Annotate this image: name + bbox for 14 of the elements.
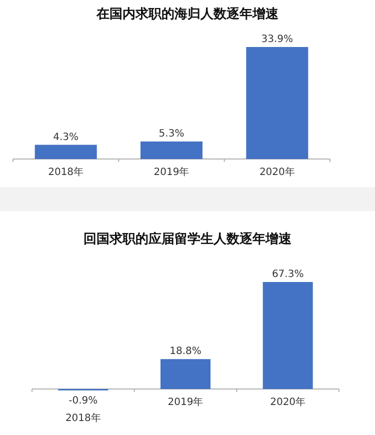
data-label: -0.9% — [68, 395, 98, 406]
data-label: 18.8% — [170, 346, 202, 358]
data-label: 33.9% — [261, 34, 294, 45]
data-label: 4.3% — [53, 132, 79, 143]
chart-title: 在国内求职的海归人数逐年增速 — [96, 6, 280, 22]
x-tick-label: 2018年 — [48, 166, 84, 178]
data-label: 5.3% — [158, 128, 184, 140]
chart-title: 回国求职的应届留学生人数逐年增速 — [84, 231, 292, 247]
x-tick-label: 2019年 — [168, 396, 204, 408]
x-tick-label: 2020年 — [270, 396, 306, 408]
x-tick-label: 2018年 — [65, 412, 101, 424]
data-label: 67.3% — [272, 269, 304, 280]
x-tick-label: 2020年 — [259, 166, 295, 178]
x-tick-label: 2019年 — [154, 166, 190, 178]
